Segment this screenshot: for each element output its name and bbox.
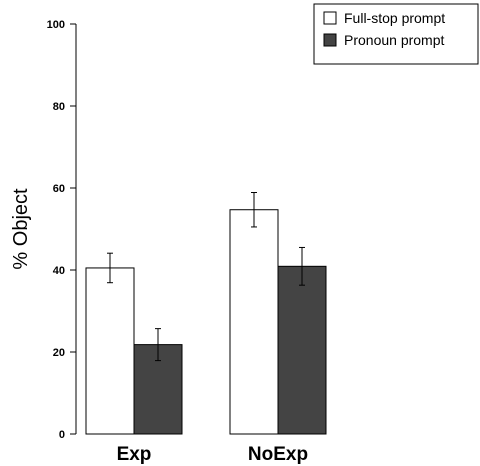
y-tick-label: 80: [53, 101, 65, 113]
x-category-label: Exp: [117, 444, 152, 465]
y-tick-label: 20: [53, 347, 65, 359]
y-tick-label: 60: [53, 183, 65, 195]
legend-swatch: [323, 33, 337, 47]
y-axis: 0 20 40 60 80 100: [47, 19, 77, 441]
y-axis-title: % Object: [10, 188, 32, 270]
bar: [85, 267, 135, 435]
bar: [229, 209, 279, 435]
legend-label: Pronoun prompt: [344, 32, 445, 48]
legend-box: [313, 3, 479, 65]
legend-label: Full-stop prompt: [344, 10, 445, 26]
bar: [277, 265, 327, 435]
bars: [85, 192, 327, 435]
y-tick-label: 100: [47, 19, 65, 31]
y-tick-label: 0: [59, 429, 65, 441]
x-axis-labels: Exp NoExp: [117, 444, 309, 465]
legend-swatch: [323, 11, 337, 25]
legend: Full-stop prompt Pronoun prompt: [313, 3, 479, 65]
x-category-label: NoExp: [248, 444, 308, 465]
y-tick-label: 40: [53, 265, 65, 277]
